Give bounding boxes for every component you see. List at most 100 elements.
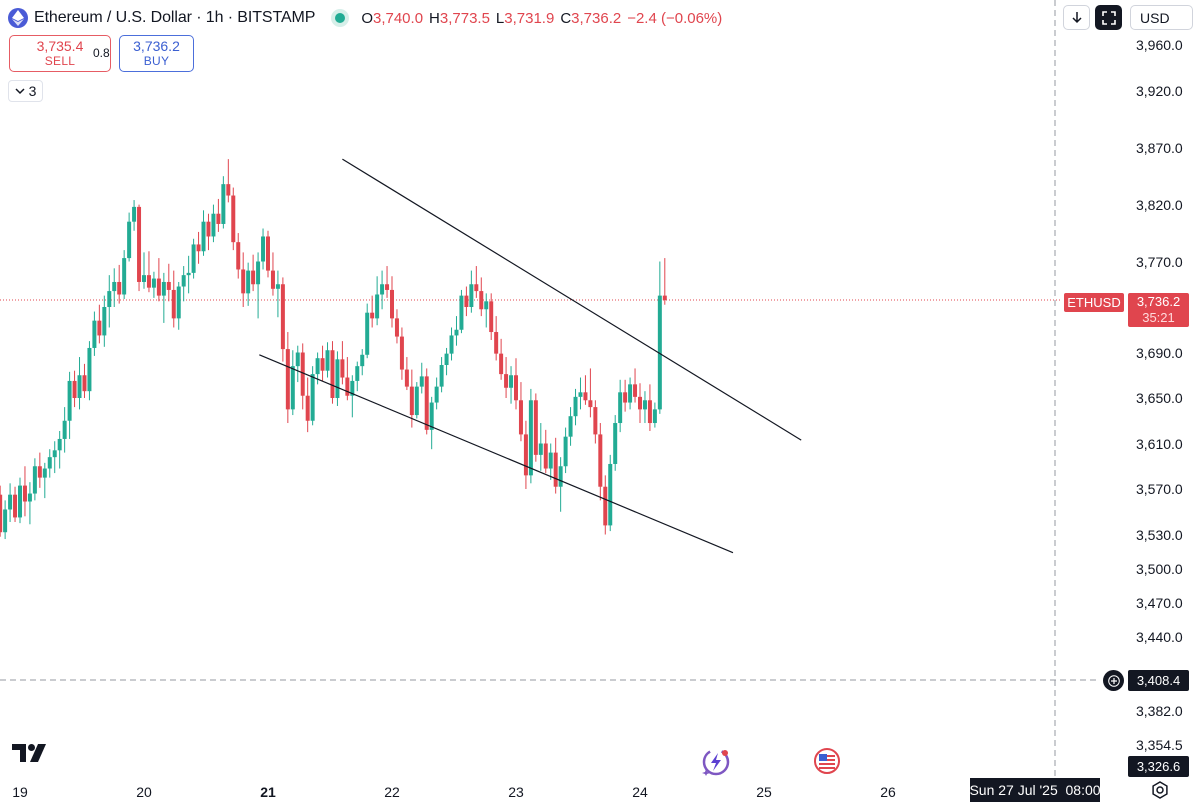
candle-body [548,452,553,469]
symbol-title[interactable]: Ethereum / U.S. Dollar · 1h · BITSTAMP [34,9,316,26]
candle-body [365,312,370,355]
candle-body [241,269,246,294]
candle-body [92,320,97,348]
candle-body [528,400,533,476]
price-tick-label: 3,870.0 [1136,139,1183,156]
candle-body [538,443,543,455]
crosshair-time-tag: Sun 27 Jul '25 08:00 [969,778,1101,802]
candle-body [652,409,657,424]
high-key: H [429,9,440,27]
price-tick-label: 3,820.0 [1136,196,1183,213]
candle-body [87,347,92,392]
candle-body [350,380,355,396]
candle-body [509,375,514,388]
candle-body [449,335,454,354]
chevron-down-icon [15,87,25,94]
price-tick-label: 3,920.0 [1136,82,1183,99]
price-tick-label: 3,354.5 [1136,737,1183,753]
add-alert-button[interactable] [1103,670,1124,691]
trendline[interactable] [259,354,734,554]
symbol-price-tag: ETHUSD [1064,293,1124,312]
arrow-down-icon [1071,12,1082,24]
settings-gear-icon[interactable] [1150,780,1170,800]
buy-label: BUY [143,53,170,68]
ethereum-icon [8,8,28,28]
time-tick-label: 26 [880,784,896,800]
buy-button[interactable]: 3,736.2 BUY [119,35,194,72]
event-spark-icon[interactable] [702,748,730,776]
candle-body [32,466,37,494]
candle-body [62,420,67,439]
candle-body [608,463,613,526]
currency-value: USD [1140,9,1170,26]
candle-body [613,423,618,464]
candle-body [67,380,72,421]
candle-body [439,365,444,387]
scroll-down-button[interactable] [1063,5,1090,30]
trendlines-layer[interactable] [259,158,802,554]
candle-body [409,386,414,416]
candle-body [261,236,266,262]
time-tick-label: 19 [12,784,28,800]
candle-body [394,318,399,337]
candle-body [142,275,146,282]
candle-body [657,295,662,410]
candle-body [370,312,375,319]
us-flag-event-icon[interactable] [814,748,840,774]
candle-body [489,301,494,333]
candle-body [340,359,345,378]
close-key: C [560,9,572,27]
candle-body [543,443,548,469]
indicators-toggle-button[interactable]: 3 [8,80,43,102]
price-tick-label: 3,610.0 [1136,435,1183,452]
sell-price: 3,735.4 [36,38,84,55]
candle-body [375,294,380,319]
open-value: 3,740.0 [372,9,424,27]
sell-button[interactable]: 3,735.4 SELL [9,35,111,72]
candle-body [132,206,137,222]
fullscreen-button[interactable] [1095,5,1122,30]
candle-body [251,270,256,285]
price-tick-label: 3,500.0 [1136,560,1183,577]
candle-body [484,301,489,310]
candle-body [325,350,330,371]
candle-body [156,278,161,296]
currency-select[interactable]: USD [1130,5,1193,30]
candle-body [107,291,112,307]
candle-body [568,416,573,437]
candle-body [390,289,394,319]
candle-body [662,295,667,301]
candle-body [290,366,295,410]
candle-body [27,493,32,502]
candle-body [305,395,310,421]
candle-body [514,375,518,401]
candle-body [166,281,171,290]
candle-body [533,400,538,455]
candle-body [310,374,315,421]
candle-body [22,485,27,502]
tradingview-logo-icon[interactable] [12,744,48,762]
candle-body [137,206,142,282]
candle-body [77,375,82,398]
candle-body [360,354,365,367]
open-key: O [361,9,373,27]
candle-body [256,261,261,285]
candle-body [211,213,216,237]
candle-body [553,452,558,487]
candle-body [563,436,568,467]
candle-body [196,244,201,252]
candle-body [315,358,320,375]
candle-body [52,450,57,458]
candle-body [18,485,22,518]
low-price-tag: 3,326.6 [1128,756,1189,777]
candle-body [37,466,42,478]
candle-body [618,392,623,424]
candles-layer [0,159,667,540]
trendline[interactable] [342,158,802,441]
candle-body [295,352,300,367]
candle-body [246,270,251,294]
price-tick-label: 3,530.0 [1136,526,1183,543]
candle-body [578,392,583,397]
market-open-indicator [335,13,346,23]
